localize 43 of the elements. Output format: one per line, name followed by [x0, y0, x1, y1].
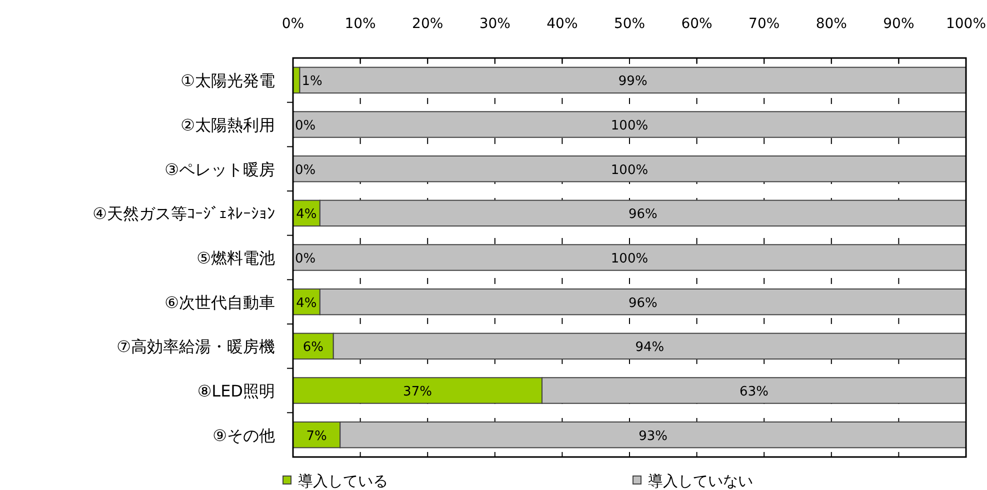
- data-label: 4%: [296, 207, 317, 222]
- data-label: 100%: [610, 252, 648, 266]
- data-label: 37%: [403, 384, 432, 400]
- data-label: 96%: [628, 296, 658, 311]
- x-tick-label: 30%: [479, 16, 510, 32]
- data-label: 96%: [628, 207, 658, 222]
- x-tick-label: 70%: [748, 16, 780, 32]
- data-label: 7%: [306, 428, 327, 444]
- data-label: 6%: [302, 340, 324, 356]
- y-tick-label: ②太陽熱利用: [180, 116, 275, 134]
- y-tick-label: ①太陽光発電: [180, 71, 275, 90]
- y-tick-label: ⑦高効率給湯・暖房機: [116, 337, 275, 356]
- x-tick-label: 80%: [816, 16, 847, 32]
- x-tick-label: 100%: [946, 16, 986, 32]
- data-label: 4%: [296, 296, 317, 311]
- x-tick-label: 10%: [344, 16, 376, 32]
- x-tick-label: 0%: [282, 16, 304, 32]
- x-tick-label: 90%: [883, 16, 914, 32]
- y-tick-label: ⑤燃料電池: [196, 248, 275, 268]
- legend-label: 導入している: [298, 472, 388, 490]
- data-label: 100%: [610, 118, 648, 134]
- x-tick-label: 20%: [412, 16, 444, 32]
- data-label: 0%: [295, 118, 316, 134]
- data-label: 94%: [635, 340, 664, 356]
- x-tick-label: 60%: [681, 16, 712, 32]
- bar: [292, 111, 966, 138]
- data-label: 99%: [618, 74, 648, 90]
- y-tick-label: ③ペレット暖房: [164, 160, 275, 179]
- y-tick-label: ⑥次世代自動車: [164, 292, 275, 312]
- data-label: 1%: [302, 74, 322, 90]
- bar: [292, 244, 966, 271]
- y-tick-label: ⑧LED照明: [197, 382, 275, 400]
- data-label: 93%: [638, 428, 668, 444]
- y-tick-label: ④天然ガス等ｺｰｼﾞｪﾈﾚｰｼｮﾝ: [92, 204, 275, 224]
- bar: [292, 155, 966, 182]
- data-label: 100%: [610, 162, 648, 178]
- data-label: 0%: [295, 162, 316, 178]
- y-tick-label: ⑨その他: [212, 426, 275, 445]
- x-tick-label: 50%: [614, 16, 646, 32]
- data-label: 63%: [740, 384, 768, 400]
- legend-label: 導入していない: [648, 472, 753, 490]
- data-label: 0%: [295, 252, 316, 266]
- x-tick-label: 40%: [546, 16, 578, 32]
